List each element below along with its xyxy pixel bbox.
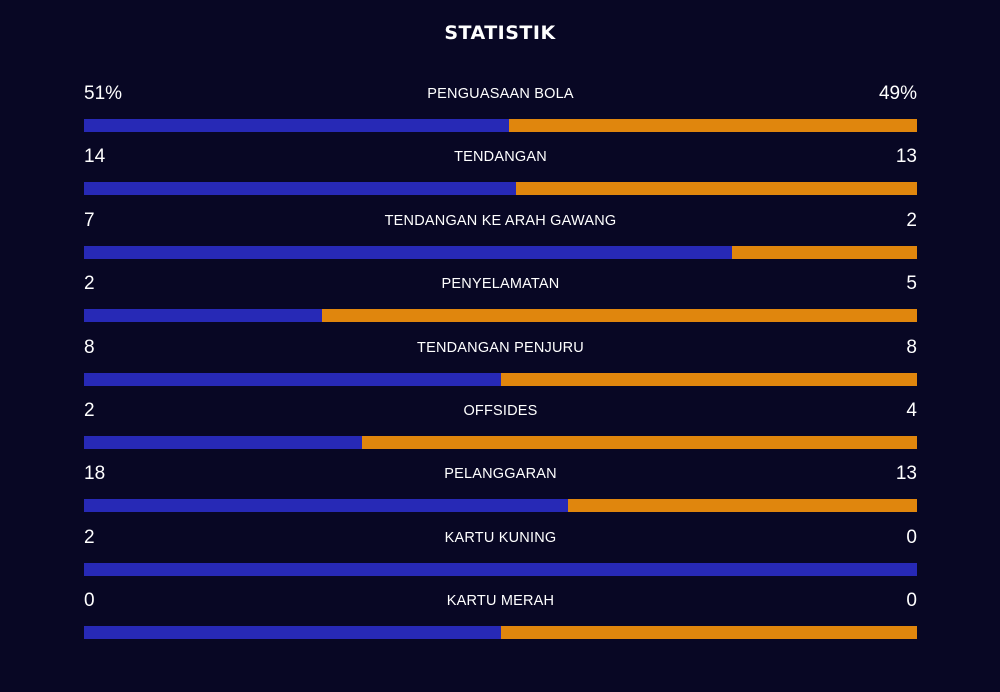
home-bar-segment [84,562,917,576]
stat-row-possession: 51% PENGUASAAN BOLA 49% [84,80,917,143]
away-value: 0 [906,590,917,612]
stat-row-yellow-cards: 2 KARTU KUNING 0 [84,524,917,587]
stat-label: TENDANGAN [454,149,547,166]
away-bar-segment [508,119,917,132]
stat-row-offsides: 2 OFFSIDES 4 [84,397,917,460]
away-value: 13 [895,463,917,485]
home-value: 14 [84,146,106,168]
away-bar-segment [322,309,917,323]
home-bar-segment [84,626,501,640]
home-bar-segment [84,435,362,449]
away-value: 8 [906,336,917,358]
home-bar-segment [84,499,568,513]
stat-bar [84,245,917,259]
stat-label: PELANGGARAN [444,466,557,483]
away-value: 49% [878,83,917,104]
home-value: 7 [84,209,95,231]
stat-bar [84,119,917,132]
away-value: 2 [906,209,917,231]
stats-title: STATISTIK [444,22,556,44]
stat-label: PENGUASAAN BOLA [427,86,574,102]
away-bar-segment [567,499,917,513]
home-value: 18 [84,463,106,485]
stats-list: 51% PENGUASAAN BOLA 49% 14 TENDANGAN 13 … [84,80,917,651]
away-bar-segment [515,182,917,196]
home-bar-segment [84,309,322,323]
stat-row-saves: 2 PENYELAMATAN 5 [84,270,917,333]
away-value: 0 [906,526,917,548]
stat-row-corners: 8 TENDANGAN PENJURU 8 [84,334,917,397]
home-bar-segment [84,119,509,132]
home-value: 2 [84,273,95,295]
stat-row-red-cards: 0 KARTU MERAH 0 [84,587,917,650]
stat-bar [84,372,917,386]
stat-bar [84,435,917,449]
away-value: 4 [906,399,917,421]
home-value: 2 [84,399,95,421]
home-value: 51% [84,83,123,104]
stat-bar [84,182,917,196]
away-bar-segment [500,372,917,386]
stat-label: OFFSIDES [463,402,538,419]
home-value: 8 [84,336,95,358]
stat-bar [84,626,917,640]
stat-label: KARTU MERAH [446,593,555,610]
away-bar-segment [361,435,917,449]
away-value: 5 [906,273,917,295]
stat-label: TENDANGAN KE ARAH GAWANG [384,212,617,229]
stat-row-fouls: 18 PELANGGARAN 13 [84,460,917,523]
home-value: 2 [84,526,95,548]
stat-bar [84,499,917,513]
stat-label: TENDANGAN PENJURU [417,339,584,356]
stat-bar [84,562,917,576]
stat-row-shots: 14 TENDANGAN 13 [84,143,917,206]
stat-row-shots-on-target: 7 TENDANGAN KE ARAH GAWANG 2 [84,207,917,270]
home-bar-segment [84,372,501,386]
stat-label: PENYELAMATAN [441,276,560,293]
stat-bar [84,309,917,323]
home-value: 0 [84,590,95,612]
home-bar-segment [84,245,732,259]
stat-label: KARTU KUNING [444,529,557,546]
away-bar-segment [731,245,917,259]
away-value: 13 [895,146,917,168]
away-bar-segment [500,626,917,640]
home-bar-segment [84,182,516,196]
